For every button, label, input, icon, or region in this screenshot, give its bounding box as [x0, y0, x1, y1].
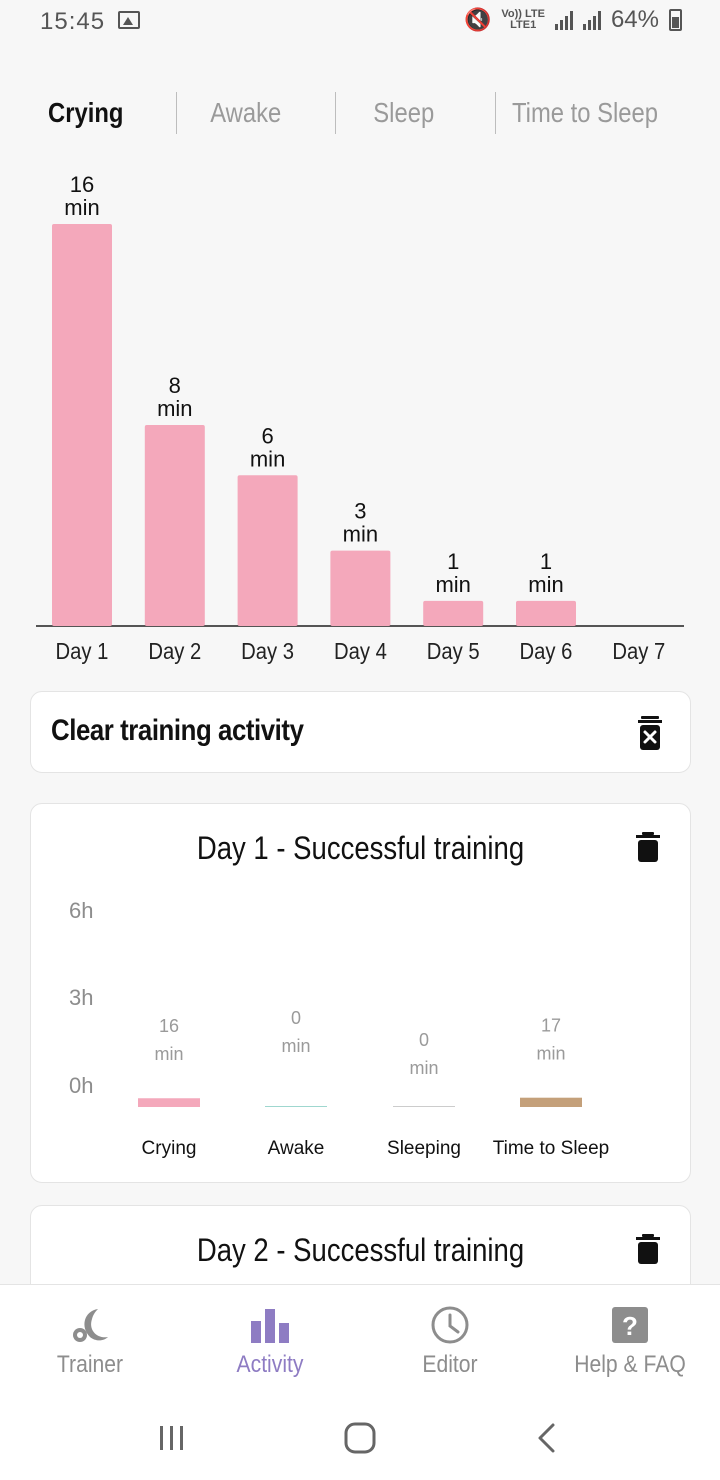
recent-apps-icon[interactable] — [152, 1418, 192, 1458]
tab-divider — [176, 92, 177, 134]
data-label: 1 — [540, 549, 552, 574]
help-icon: ? — [612, 1307, 648, 1343]
trash-icon[interactable] — [636, 1234, 660, 1264]
day-card-title: Day 1 - Successful training — [196, 830, 525, 866]
back-icon[interactable] — [528, 1418, 568, 1458]
data-label: 17 — [541, 1016, 561, 1036]
day-activity-chart: 6h 3h 0h 16 min Crying 0 min Awake 0 min Sleeping 17… — [69, 898, 610, 1159]
nav-help[interactable]: ? Help & FAQ — [540, 1285, 720, 1397]
data-label: 8 — [169, 373, 181, 398]
x-tick-label: Time to Sleep — [493, 1138, 610, 1159]
clear-training-card[interactable]: Clear training activity — [30, 691, 691, 773]
mute-icon: 🔇 — [463, 7, 492, 32]
tab-divider — [335, 92, 336, 134]
data-label-unit: min — [528, 572, 563, 597]
clock-icon — [431, 1306, 469, 1344]
data-label-unit: min — [536, 1044, 565, 1064]
x-tick-label: Day 4 — [334, 638, 387, 665]
x-tick-label: Day 2 — [148, 638, 201, 665]
status-icons: 🔇 Vo)) LTE LTE1 64% — [464, 6, 682, 34]
x-tick-label: Sleeping — [387, 1138, 461, 1159]
x-tick-label: Day 5 — [427, 638, 480, 665]
nav-editor[interactable]: Editor — [360, 1285, 540, 1397]
tab-time-to-sleep[interactable]: Time to Sleep — [512, 97, 658, 128]
nav-label: Activity — [236, 1351, 304, 1378]
bottom-navigation: Trainer Activity Editor ? Help & FAQ — [0, 1284, 720, 1396]
status-bar: 15:45 🔇 Vo)) LTE LTE1 64% — [0, 0, 720, 44]
battery-level: 64% — [610, 6, 659, 33]
bar — [516, 600, 576, 626]
network-bottom-text: LTE1 — [510, 19, 537, 31]
bar — [393, 1106, 455, 1107]
tab-awake[interactable]: Awake — [210, 97, 282, 128]
network-top-text: Vo)) LTE — [501, 8, 545, 20]
data-label: 3 — [354, 499, 366, 524]
data-label: 16 — [159, 1016, 179, 1036]
data-label-unit: min — [409, 1058, 438, 1078]
trash-x-icon[interactable] — [638, 716, 662, 750]
signal-roaming-icon — [582, 10, 601, 30]
data-label: 0 — [419, 1030, 429, 1050]
nav-label: Editor — [422, 1351, 478, 1378]
data-label-unit: min — [343, 522, 378, 547]
day-card-title: Day 2 - Successful training — [196, 1232, 525, 1268]
x-tick-label: Day 7 — [612, 638, 665, 665]
tab-divider — [495, 92, 496, 134]
system-navigation — [0, 1396, 720, 1480]
data-label-unit: min — [157, 396, 192, 421]
data-label: 1 — [447, 549, 459, 574]
nav-label: Help & FAQ — [574, 1351, 686, 1378]
x-tick-label: Crying — [142, 1138, 197, 1159]
data-label: 0 — [291, 1008, 301, 1028]
home-icon[interactable] — [340, 1418, 380, 1458]
data-label: 16 — [70, 172, 94, 197]
y-tick-label: 6h — [69, 898, 93, 923]
x-tick-label: Awake — [268, 1138, 325, 1159]
network-label: Vo)) LTE LTE1 — [501, 9, 545, 31]
data-label-unit: min — [64, 195, 99, 220]
trash-icon[interactable] — [636, 832, 660, 862]
bar — [237, 475, 298, 626]
svg-text:?: ? — [622, 1311, 638, 1341]
data-label: 6 — [261, 423, 273, 448]
metric-tabs: Crying Awake Sleep Time to Sleep — [0, 88, 720, 138]
tab-sleep[interactable]: Sleep — [373, 97, 435, 128]
bar-chart-icon — [251, 1309, 289, 1343]
signal-icon — [554, 10, 573, 30]
tab-crying[interactable]: Crying — [48, 97, 124, 128]
data-label-unit: min — [250, 446, 285, 471]
data-label-unit: min — [435, 572, 470, 597]
bar — [423, 600, 484, 626]
gallery-notification-icon — [118, 11, 140, 29]
bar — [138, 1098, 200, 1107]
y-tick-label: 0h — [69, 1073, 93, 1098]
x-tick-label: Day 6 — [520, 638, 573, 665]
data-label-unit: min — [154, 1044, 183, 1064]
bar — [144, 425, 205, 626]
clear-training-label: Clear training activity — [51, 714, 304, 747]
bar — [330, 550, 391, 626]
bar — [520, 1097, 582, 1107]
bar — [52, 224, 112, 626]
nav-label: Trainer — [56, 1351, 124, 1378]
bar — [265, 1106, 327, 1107]
moon-icon — [73, 1309, 108, 1342]
battery-icon — [669, 9, 682, 31]
nav-activity[interactable]: Activity — [180, 1285, 360, 1397]
nav-trainer[interactable]: Trainer — [0, 1285, 180, 1397]
x-tick-label: Day 3 — [241, 638, 294, 665]
data-label-unit: min — [281, 1036, 310, 1056]
status-time: 15:45 — [40, 8, 106, 35]
x-tick-label: Day 1 — [56, 638, 109, 665]
y-tick-label: 3h — [69, 985, 93, 1010]
day-summary-card: Day 1 - Successful training 6h 3h 0h 16 min C… — [30, 803, 691, 1183]
